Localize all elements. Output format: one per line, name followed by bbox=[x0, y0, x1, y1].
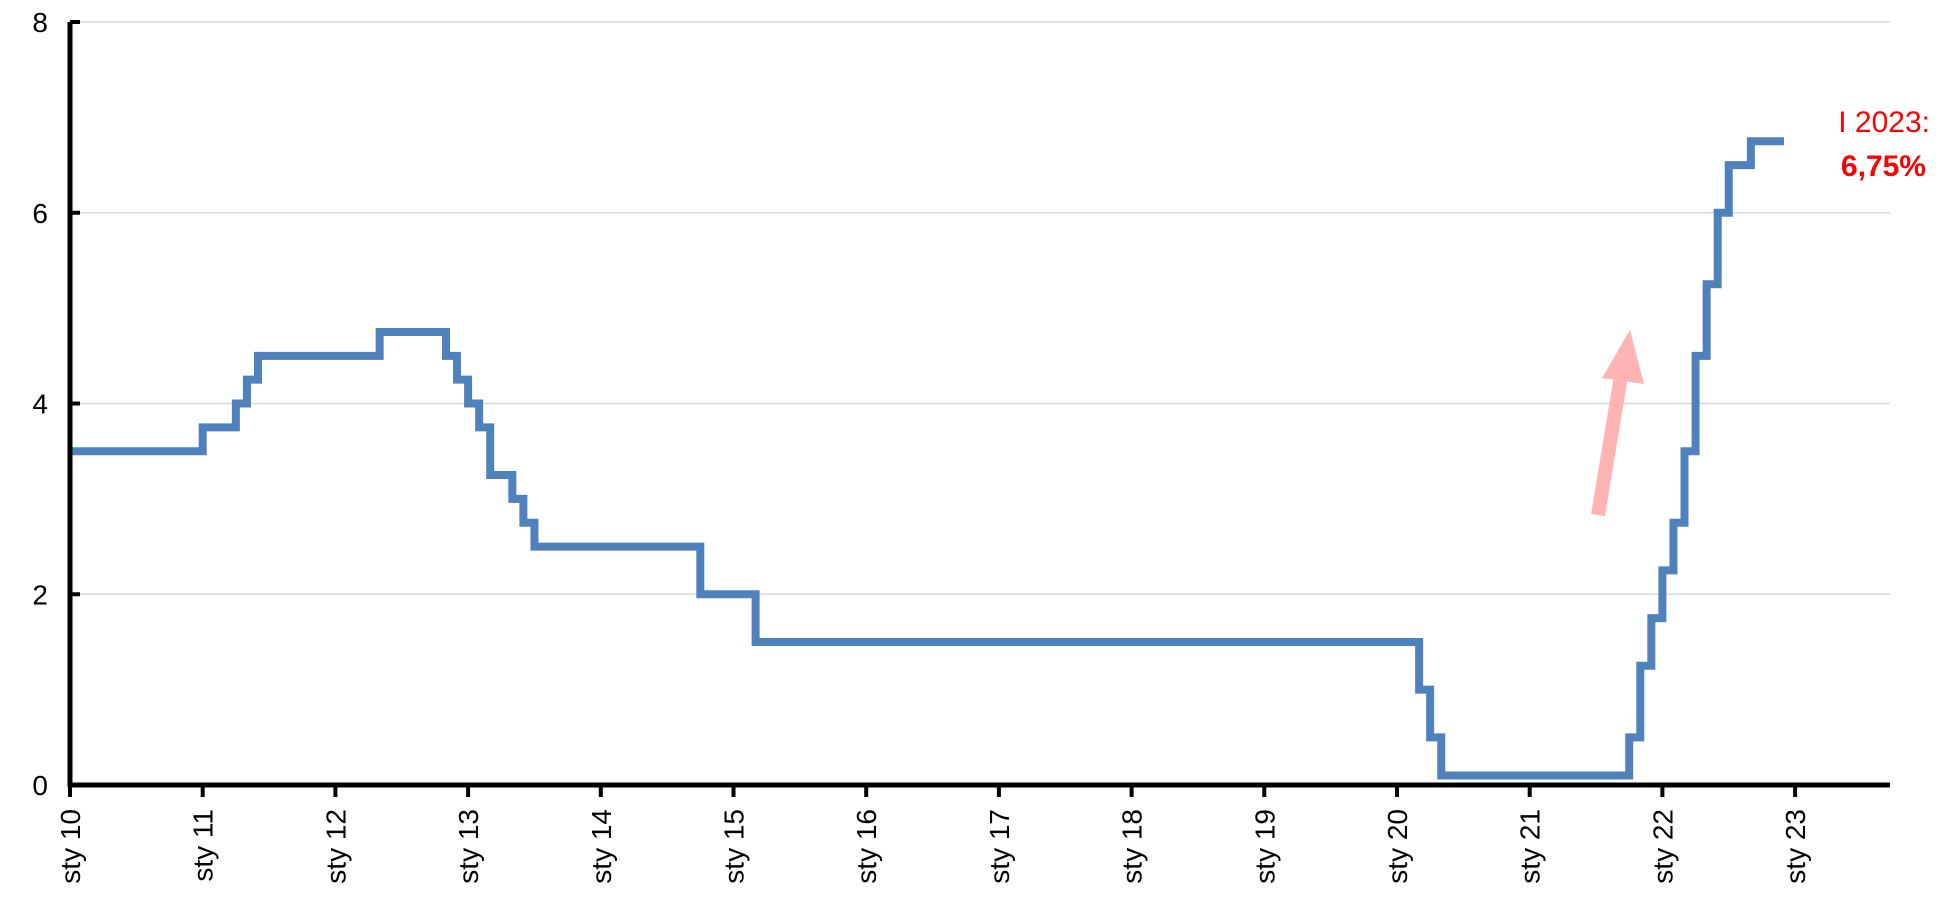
x-tick-label: sty 22 bbox=[1647, 809, 1678, 884]
trend-arrow-icon bbox=[1591, 330, 1644, 517]
x-tick-label: sty 13 bbox=[453, 809, 484, 884]
x-tick-label: sty 21 bbox=[1515, 809, 1546, 884]
x-tick-label: sty 23 bbox=[1780, 809, 1811, 884]
y-tick-label: 8 bbox=[32, 7, 48, 38]
x-tick-label: sty 18 bbox=[1117, 809, 1148, 884]
y-tick-label: 0 bbox=[32, 770, 48, 801]
x-tick-label: sty 17 bbox=[984, 809, 1015, 884]
x-tick-label: sty 19 bbox=[1249, 809, 1280, 884]
x-axis-ticks: sty 10 sty 11 sty 12 sty 13 sty 14 sty 15 sty … bbox=[55, 785, 1811, 884]
x-tick-label: sty 14 bbox=[586, 809, 617, 884]
y-tick-label: 4 bbox=[32, 389, 48, 420]
x-tick-label: sty 15 bbox=[719, 809, 750, 884]
annotation-label: I 2023: bbox=[1838, 106, 1930, 139]
x-tick-label: sty 20 bbox=[1382, 809, 1413, 884]
y-tick-label: 2 bbox=[32, 579, 48, 610]
series-line-step bbox=[70, 137, 1785, 780]
grid-lines bbox=[70, 21, 1890, 595]
x-tick-label: sty 12 bbox=[320, 809, 351, 884]
annotation-value: 6,75% bbox=[1841, 150, 1926, 183]
x-tick-label: sty 10 bbox=[55, 809, 86, 884]
x-tick-label: sty 16 bbox=[851, 809, 882, 884]
y-axis-ticks: 0 2 4 6 8 bbox=[32, 7, 80, 801]
y-tick-label: 6 bbox=[32, 198, 48, 229]
x-tick-label: sty 11 bbox=[188, 809, 219, 882]
